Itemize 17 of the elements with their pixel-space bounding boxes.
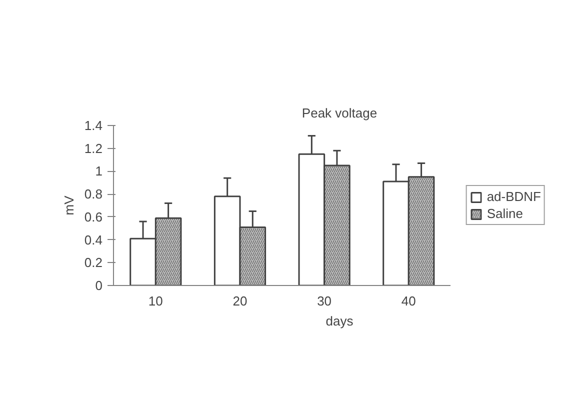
x-tick-label: 10	[148, 294, 163, 308]
y-tick-label: 1	[95, 164, 103, 179]
y-tick-label: 0.4	[84, 232, 103, 248]
y-tick-label: 0.2	[84, 255, 103, 270]
x-tick-label: 30	[317, 294, 332, 308]
x-tick-label: 40	[401, 294, 416, 308]
y-tick-label: 1.4	[84, 118, 103, 133]
y-tick-label: 1.2	[84, 140, 103, 156]
legend-label: ad-BDNF	[486, 189, 541, 204]
y-tick-label: 0	[95, 278, 103, 293]
y-tick-label: 0.8	[84, 186, 103, 202]
legend-label: Saline	[486, 206, 523, 221]
x-tick-label: 20	[232, 294, 248, 308]
chart-title: Peak voltage	[302, 106, 378, 120]
x-axis-title: days	[326, 314, 354, 328]
y-tick-label: 0.6	[84, 209, 103, 224]
y-axis-title: mV	[61, 195, 76, 216]
